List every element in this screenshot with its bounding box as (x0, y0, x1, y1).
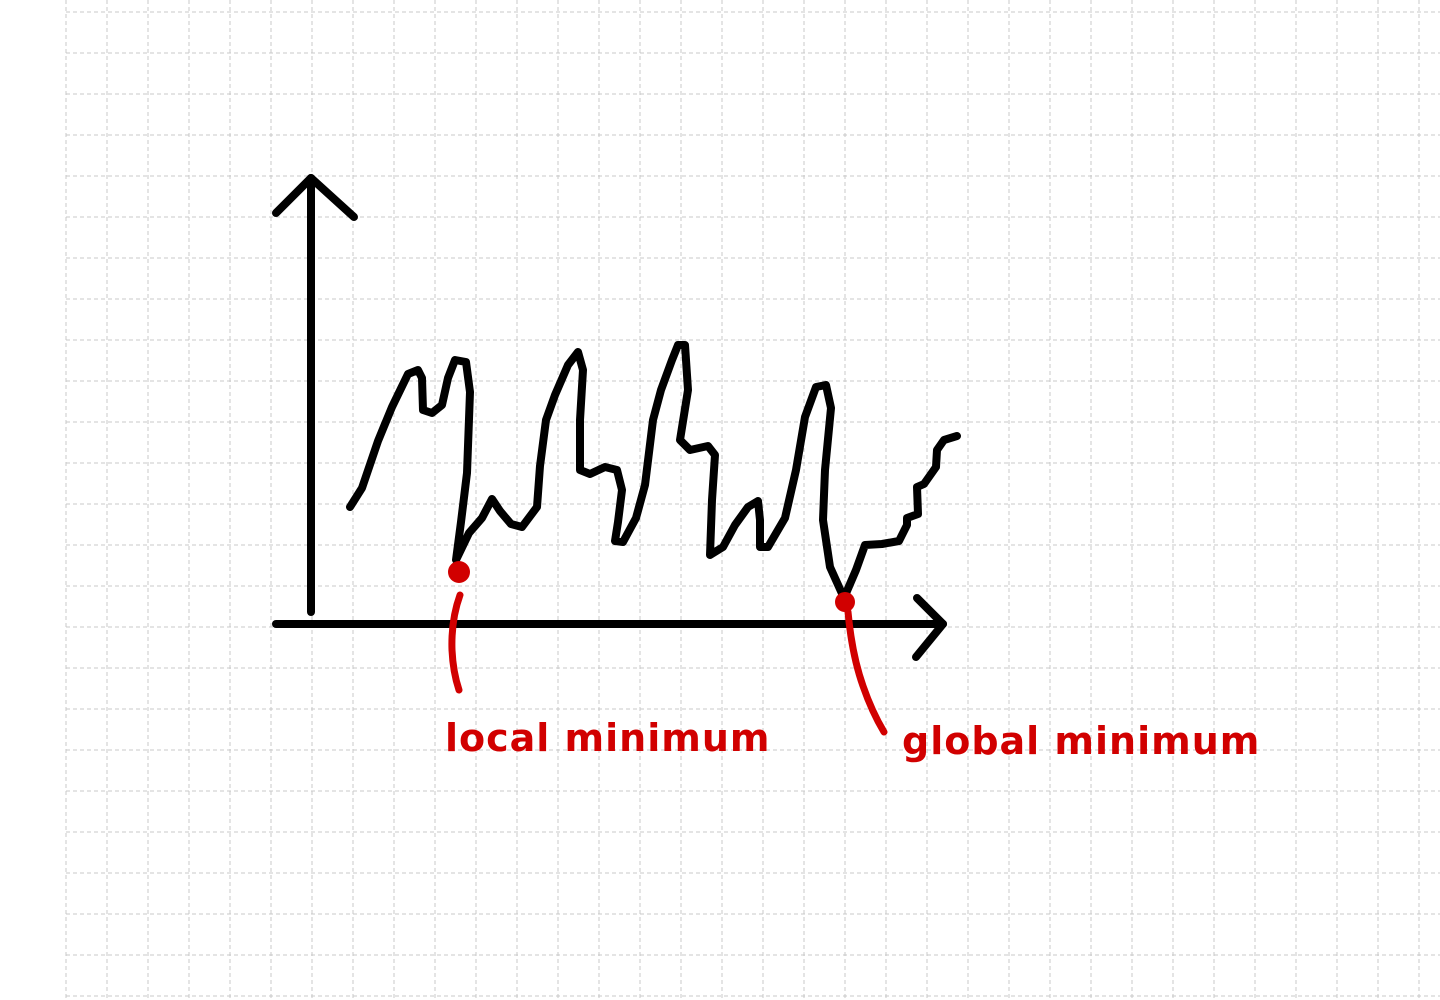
local-minimum-marker (448, 561, 470, 694)
x-axis-arrowhead (912, 594, 947, 661)
local-minimum-label: local minimum (445, 716, 771, 760)
global-minimum-leader (844, 608, 888, 736)
local-minimum-leader (448, 591, 464, 694)
graph-paper-grid (65, 0, 1440, 1000)
loss-curve (346, 341, 961, 602)
global-minimum-marker (835, 592, 888, 736)
y-axis-arrowhead (272, 174, 358, 221)
axes (272, 174, 947, 661)
global-minimum-dot (835, 592, 855, 612)
local-minimum-dot (448, 561, 470, 583)
global-minimum-label: global minimum (902, 719, 1260, 763)
